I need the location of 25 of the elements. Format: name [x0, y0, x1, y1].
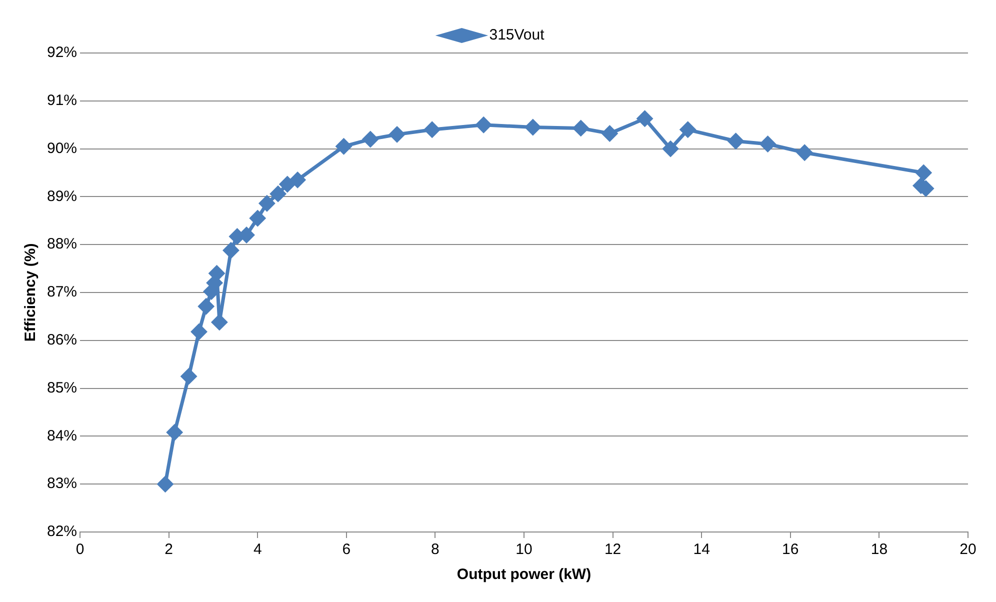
y-axis-title: Efficiency (%)	[22, 243, 40, 342]
y-tick-label: 91%	[46, 92, 78, 110]
x-tick-label: 12	[604, 541, 622, 558]
x-tick-label: 6	[342, 541, 351, 558]
x-tick-label: 20	[960, 541, 976, 558]
y-tick-label: 90%	[46, 140, 78, 157]
y-tick-label: 92%	[46, 44, 78, 62]
y-tick-label: 88%	[46, 236, 78, 253]
y-tick-label: 87%	[46, 284, 78, 301]
y-tick-label: 83%	[46, 475, 78, 492]
x-tick-label: 10	[516, 541, 532, 558]
x-tick-label: 14	[693, 541, 710, 558]
y-tick-label: 86%	[46, 332, 78, 349]
x-tick-label: 4	[253, 541, 262, 558]
x-tick-label: 18	[870, 541, 888, 558]
y-tick-label: 85%	[46, 379, 78, 396]
y-tick-label: 84%	[46, 427, 78, 444]
x-tick-label: 0	[76, 541, 84, 558]
x-axis-title: Output power (kW)	[456, 566, 592, 584]
y-tick-label: 89%	[46, 188, 78, 205]
x-tick-label: 8	[431, 541, 440, 558]
legend-label: 315Vout	[489, 26, 546, 44]
x-tick-label: 16	[782, 541, 799, 558]
y-tick-label: 82%	[46, 523, 78, 540]
x-tick-label: 2	[164, 541, 173, 558]
